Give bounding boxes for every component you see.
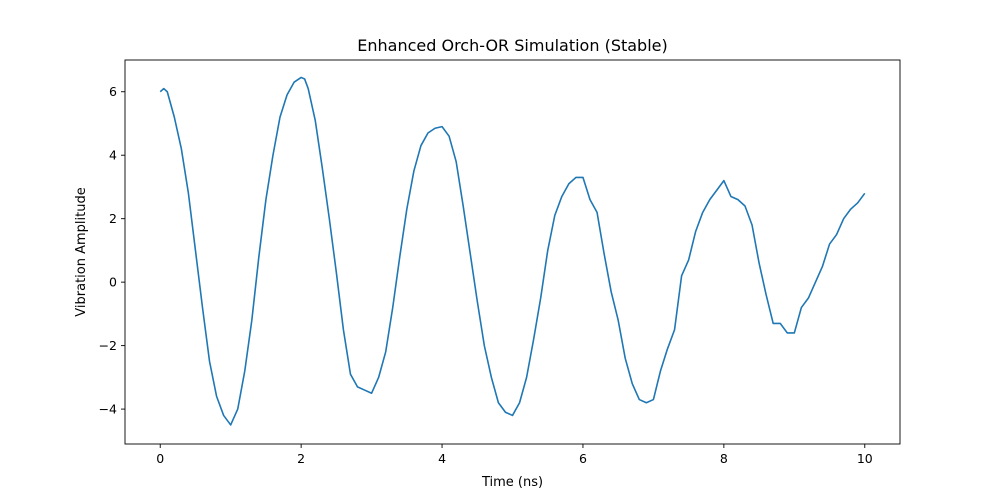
x-tick-label: 10: [857, 451, 873, 466]
x-tick-label: 4: [438, 451, 446, 466]
x-tick-label: 0: [156, 451, 164, 466]
x-tick-label: 6: [579, 451, 587, 466]
y-tick-label: 0: [109, 275, 117, 290]
x-tick-label: 8: [720, 451, 728, 466]
plot-background: [125, 60, 900, 444]
series-line: [159, 76, 866, 426]
y-axis-ticks: −4 −2 0 2 4 6: [99, 84, 125, 417]
x-axis-ticks: 0 2 4 6 8 10: [156, 444, 873, 466]
y-tick-label: −4: [99, 402, 117, 417]
y-axis-label: Vibration Amplitude: [74, 187, 89, 316]
y-tick-label: 4: [109, 148, 117, 163]
y-tick-label: 6: [109, 84, 117, 99]
y-tick-label: 2: [109, 211, 117, 226]
chart-title: Enhanced Orch-OR Simulation (Stable): [357, 36, 667, 55]
x-axis-label: Time (ns): [481, 475, 543, 490]
y-tick-label: −2: [99, 338, 117, 353]
plot-frame: [124, 59, 901, 445]
x-tick-label: 2: [297, 451, 305, 466]
